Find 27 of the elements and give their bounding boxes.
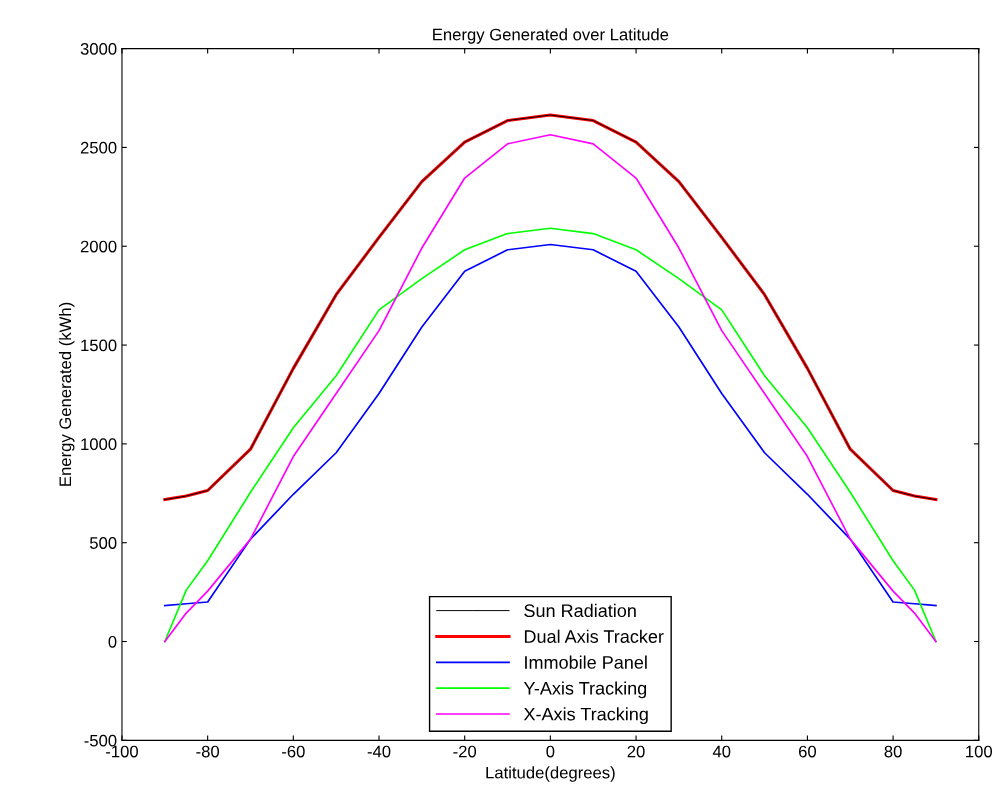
x-tick-label: -60	[282, 745, 305, 758]
x-tick-label: 100	[966, 745, 993, 758]
legend-label: Sun Radiation	[524, 603, 636, 618]
y-tick-label: 3000	[80, 43, 117, 55]
y-tick-label: 1000	[81, 438, 117, 451]
x-tick-label: 40	[712, 745, 731, 758]
y-tick-label: 1500	[81, 339, 117, 352]
legend-label: Immobile Panel	[525, 655, 647, 669]
y-axis-title: Energy Generated (kWh)	[58, 302, 75, 486]
legend-label: Y-Axis Tracking	[523, 681, 647, 699]
y-tick-label: 2500	[80, 141, 117, 154]
y-tick-label: -500	[84, 734, 117, 747]
x-tick-label: 60	[798, 745, 817, 758]
x-axis-title: Latitude(degrees)	[486, 766, 615, 782]
y-tick-label: 2000	[80, 240, 117, 253]
x-tick-label: 20	[627, 745, 645, 758]
x-tick-label: -80	[196, 745, 220, 758]
legend-label: X-Axis Tracking	[523, 707, 648, 725]
x-tick-label: 80	[884, 745, 902, 758]
x-tick-label: -40	[367, 745, 391, 758]
y-tick-label: 0	[108, 635, 117, 648]
x-tick-label: -20	[453, 745, 477, 758]
y-tick-label: 500	[89, 537, 117, 549]
legend-label: Dual Axis Tracker	[524, 629, 664, 643]
chart-title: Energy Generated over Latitude	[433, 28, 669, 44]
x-tick-label: -100	[106, 745, 138, 758]
x-tick-label: 0	[546, 745, 555, 758]
